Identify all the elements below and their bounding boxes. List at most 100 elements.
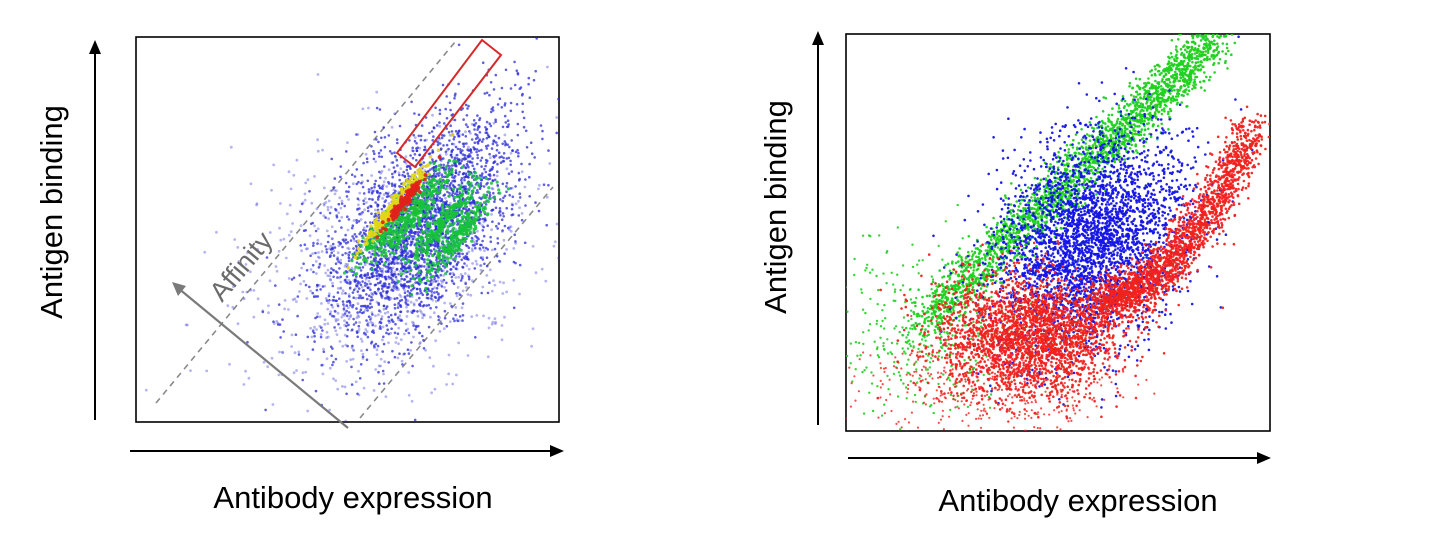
left-point	[416, 281, 419, 284]
right-point-green	[1215, 34, 1219, 36]
left-point-halo	[236, 246, 240, 249]
left-point	[329, 271, 333, 275]
left-point-dense	[425, 238, 429, 242]
left-point-halo	[454, 306, 458, 309]
left-point	[373, 152, 376, 155]
left-point-dense	[388, 245, 392, 249]
left-point	[464, 103, 468, 107]
left-point-dense	[421, 246, 425, 250]
left-x-axis-label: Antibody expression	[213, 480, 492, 515]
left-point-dense	[357, 266, 361, 270]
left-point-dense	[373, 253, 377, 257]
left-point-halo	[292, 173, 296, 177]
left-point	[461, 265, 464, 269]
left-point	[413, 153, 417, 156]
left-point	[458, 140, 461, 144]
left-point-dense	[456, 231, 460, 235]
left-point-halo	[340, 199, 344, 203]
left-point	[381, 185, 384, 188]
left-point-halo	[329, 205, 333, 209]
left-point	[332, 275, 335, 279]
left-point-denser	[346, 266, 351, 270]
left-point	[365, 276, 369, 279]
left-point	[393, 331, 397, 335]
left-point	[443, 309, 447, 313]
left-point-dense	[444, 214, 448, 218]
left-point-halo	[438, 330, 442, 333]
left-point	[460, 258, 464, 262]
left-point	[485, 264, 489, 268]
left-point	[423, 281, 427, 285]
left-point	[355, 330, 359, 333]
left-point-dense	[401, 257, 405, 261]
left-point	[379, 257, 383, 261]
left-point	[408, 272, 412, 276]
left-point	[401, 241, 405, 245]
left-point-halo	[430, 391, 433, 395]
left-point-dense	[461, 226, 465, 230]
left-point-dense	[429, 195, 433, 199]
left-point	[474, 336, 477, 339]
left-point-dense	[392, 243, 396, 247]
left-point	[355, 221, 359, 224]
left-point	[541, 129, 544, 133]
left-point	[347, 218, 351, 221]
left-point-peak	[386, 217, 391, 222]
left-point	[447, 167, 451, 170]
left-point-halo	[359, 212, 363, 216]
left-point	[308, 190, 311, 193]
left-point-dense	[388, 241, 392, 246]
left-point	[299, 210, 302, 213]
left-point	[485, 120, 489, 124]
left-point-halo	[338, 196, 342, 200]
left-point	[366, 256, 370, 260]
left-point-halo	[490, 228, 493, 232]
left-point	[466, 125, 470, 129]
left-point	[453, 97, 456, 100]
left-point-halo	[343, 385, 347, 389]
left-point	[400, 319, 404, 322]
left-point-halo	[381, 267, 385, 271]
left-point	[357, 324, 361, 328]
left-point	[475, 148, 479, 151]
left-point	[381, 290, 385, 293]
left-point	[432, 196, 436, 199]
left-point	[472, 123, 476, 127]
left-point	[341, 300, 345, 303]
left-point-halo	[317, 256, 321, 260]
left-point	[424, 225, 427, 229]
left-point	[452, 273, 456, 277]
left-point-denser	[356, 239, 361, 243]
left-point-halo	[365, 330, 369, 333]
left-point-denser	[373, 222, 378, 227]
left-point-dense	[407, 258, 411, 262]
left-point	[390, 269, 393, 272]
left-point	[367, 188, 371, 191]
left-point	[391, 349, 394, 353]
left-point	[330, 251, 334, 255]
left-point	[472, 167, 476, 171]
left-point-dense	[459, 184, 463, 188]
left-point-dense	[441, 257, 445, 261]
left-point	[309, 254, 312, 257]
left-point-halo	[329, 310, 333, 314]
left-point	[441, 166, 445, 169]
left-point-halo	[406, 299, 410, 302]
left-point	[325, 251, 329, 254]
left-point	[409, 154, 412, 157]
left-point	[499, 214, 502, 217]
left-point-halo	[330, 237, 334, 241]
left-point-halo	[291, 222, 294, 225]
left-point-halo	[323, 318, 327, 322]
left-point	[464, 123, 468, 126]
left-point-dense	[459, 248, 463, 252]
left-point-dense	[425, 194, 429, 198]
left-point	[404, 250, 408, 253]
left-point	[435, 124, 439, 127]
left-point-halo	[397, 342, 400, 346]
left-point	[318, 262, 322, 266]
left-point-dense	[450, 170, 454, 174]
left-point	[368, 294, 371, 298]
left-point-halo	[475, 314, 479, 317]
left-point	[393, 297, 397, 301]
